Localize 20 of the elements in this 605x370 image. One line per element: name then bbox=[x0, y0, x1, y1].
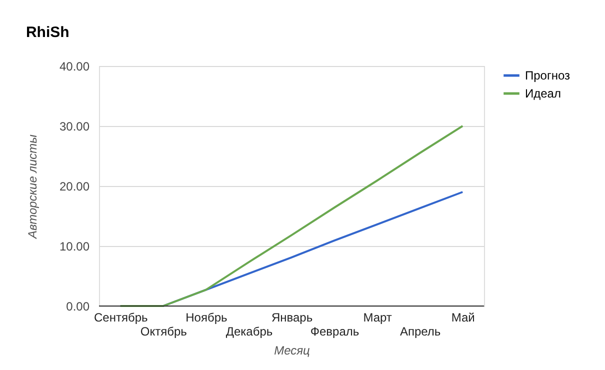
legend-label: Прогноз bbox=[525, 68, 571, 82]
y-tick-label: 40.00 bbox=[59, 60, 90, 74]
legend-label: Идеал bbox=[525, 86, 561, 100]
y-tick-label: 10.00 bbox=[59, 240, 90, 254]
x-tick-label: Январь bbox=[271, 310, 313, 324]
x-tick-label: Ноябрь bbox=[186, 310, 228, 324]
x-axis-title: Месяц bbox=[274, 344, 310, 358]
x-tick-label: Март bbox=[363, 310, 392, 324]
x-tick-label: Октябрь bbox=[140, 324, 187, 338]
x-tick-label: Сентябрь bbox=[94, 310, 148, 324]
x-tick-label: Февраль bbox=[310, 324, 360, 338]
line-series bbox=[119, 125, 464, 307]
y-tick-label: 30.00 bbox=[59, 120, 90, 134]
x-tick-label: Декабрь bbox=[226, 324, 273, 338]
x-tick-label: Апрель bbox=[400, 324, 441, 338]
x-tick-label: Май bbox=[451, 310, 475, 324]
y-axis-title: Авторские листы bbox=[25, 134, 40, 240]
y-tick-label: 20.00 bbox=[59, 180, 90, 194]
chart-title: RhiSh bbox=[26, 24, 70, 41]
y-tick-label: 0.00 bbox=[66, 300, 90, 314]
